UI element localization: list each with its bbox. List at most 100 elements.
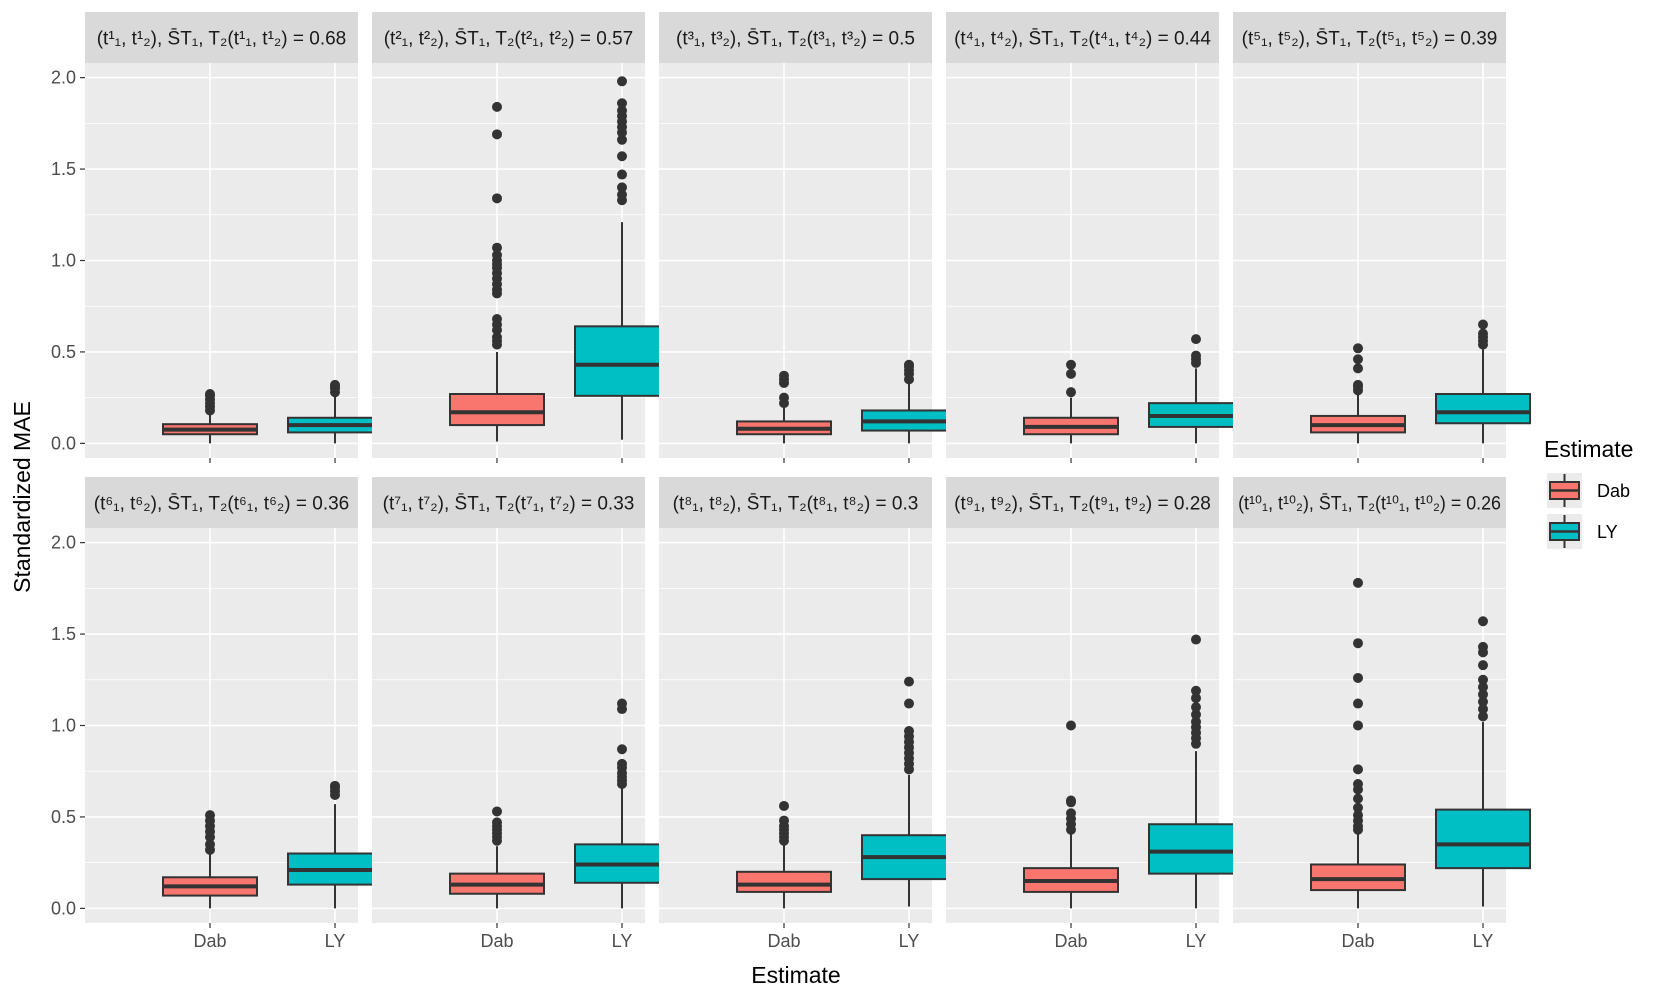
box-ly-panel-3: [861, 359, 957, 444]
legend-item-ly: LY: [1547, 514, 1618, 549]
outlier-point: [492, 806, 502, 817]
x-tick-label-ly: LY: [1186, 931, 1207, 951]
outlier-point: [1353, 354, 1363, 365]
box-iqr: [449, 392, 545, 427]
facet-strip-5: [1233, 12, 1506, 63]
outlier-point: [1353, 698, 1363, 709]
outlier-point: [1353, 779, 1363, 790]
outlier-point: [1353, 638, 1363, 649]
facet-strip-10: [1233, 477, 1506, 528]
outlier-point: [1353, 764, 1363, 775]
facet-pair-7: (t⁷₁, t⁷₂),: [383, 494, 455, 515]
legend-title: Estimate: [1544, 436, 1633, 462]
box-ly-panel-8: [861, 676, 957, 907]
outlier-point: [779, 370, 789, 381]
y-tick-label: 1.5: [51, 159, 76, 179]
outlier-point: [1191, 709, 1201, 720]
outlier-point: [205, 839, 215, 850]
facet-strip-label-3: (t³₁, t³₂), S̄T₁, T₂(t³₁, t³₂) = 0.5: [676, 29, 915, 50]
facet-strip-2: [372, 12, 645, 63]
box-iqr: [574, 325, 670, 397]
facet-strip-label-7: (t⁷₁, t⁷₂), S̄T₁, T₂(t⁷₁, t⁷₂) = 0.33: [383, 494, 635, 515]
facet-stat-7: S̄T₁, T₂(t⁷₁, t⁷₂) = 0.33: [455, 494, 635, 515]
facet-strip-label-5: (t⁵₁, t⁵₂), S̄T₁, T₂(t⁵₁, t⁵₂) = 0.39: [1242, 29, 1498, 50]
outlier-point: [492, 242, 502, 253]
x-tick-label-dab: Dab: [1054, 931, 1087, 951]
outlier-point: [1478, 328, 1488, 339]
outlier-point: [617, 151, 627, 162]
facet-panels: (t¹₁, t¹₂), S̄T₁, T₂(t¹₁, t¹₂) = 0.68 (t²…: [85, 12, 1531, 923]
box-iqr: [736, 870, 832, 893]
x-tick-label-dab: Dab: [1341, 931, 1374, 951]
outlier-point: [1478, 689, 1488, 700]
outlier-point: [1478, 674, 1488, 685]
y-tick-label: 2.0: [51, 533, 76, 553]
outlier-point: [492, 250, 502, 261]
facet-pair-2: (t²₁, t²₂),: [384, 29, 455, 50]
outlier-point: [1353, 802, 1363, 813]
outlier-point: [617, 182, 627, 193]
outlier-point: [779, 392, 789, 403]
outlier-point: [1353, 577, 1363, 588]
box-dab-panel-10: [1310, 577, 1406, 909]
facet-stat-2: S̄T₁, T₂(t²₁, t²₂) = 0.57: [455, 29, 634, 50]
x-axis-title: Estimate: [751, 962, 840, 988]
facet-strip-4: [946, 12, 1219, 63]
outlier-point: [1191, 634, 1201, 645]
outlier-point: [1353, 363, 1363, 374]
facet-stat-10: S̄T₁, T₂(t¹⁰₁, t¹⁰₂) = 0.26: [1319, 492, 1501, 514]
outlier-point: [617, 189, 627, 200]
facet-pair-9: (t⁹₁, t⁹₂),: [954, 494, 1028, 515]
facet-strip-8: [659, 477, 932, 528]
facet-panel-8: (t⁸₁, t⁸₂), S̄T₁, T₂(t⁸₁, t⁸₂) = 0.3: [659, 477, 957, 923]
box-ly-panel-1: [287, 379, 383, 444]
outlier-point: [904, 725, 914, 736]
outlier-point: [1353, 720, 1363, 731]
outlier-point: [1066, 359, 1076, 370]
outlier-point: [617, 105, 627, 116]
outlier-point: [617, 744, 627, 755]
outlier-point: [617, 758, 627, 769]
y-tick-label: 1.0: [51, 716, 76, 736]
outlier-point: [1478, 696, 1488, 707]
y-tick-label: 1.5: [51, 624, 76, 644]
facet-panel-7: (t⁷₁, t⁷₂), S̄T₁, T₂(t⁷₁, t⁷₂) = 0.33: [372, 477, 670, 923]
facet-strip-label-2: (t²₁, t²₂), S̄T₁, T₂(t²₁, t²₂) = 0.57: [384, 29, 634, 50]
outlier-point: [1478, 319, 1488, 330]
facet-panel-5: (t⁵₁, t⁵₂), S̄T₁, T₂(t⁵₁, t⁵₂) = 0.39: [1233, 12, 1531, 458]
facet-strip-1: [85, 12, 358, 63]
facet-strip-7: [372, 477, 645, 528]
outlier-point: [617, 98, 627, 109]
outlier-point: [617, 169, 627, 180]
box-dab-panel-6: [162, 810, 258, 909]
facet-panel-10: (t¹⁰₁, t¹⁰₂), S̄T₁, T₂(t¹⁰₁, t¹⁰₂) = 0.2…: [1233, 477, 1531, 923]
outlier-point: [1191, 334, 1201, 345]
legend-item-dab: Dab: [1547, 473, 1630, 508]
outlier-point: [492, 332, 502, 343]
outlier-point: [617, 698, 627, 709]
facet-stat-5: S̄T₁, T₂(t⁵₁, t⁵₂) = 0.39: [1316, 29, 1498, 50]
box-ly-panel-2: [574, 76, 670, 440]
x-tick-label-ly: LY: [612, 931, 633, 951]
outlier-point: [1478, 616, 1488, 627]
legend-label-dab: Dab: [1597, 481, 1630, 501]
outlier-point: [1066, 795, 1076, 806]
box-iqr: [1435, 392, 1531, 425]
facet-stat-3: S̄T₁, T₂(t³₁, t³₂) = 0.5: [747, 29, 915, 50]
facet-pair-6: (t⁶₁, t⁶₂),: [94, 494, 168, 515]
x-tick-label-dab: Dab: [193, 931, 226, 951]
outlier-point: [617, 76, 627, 87]
facet-panel-6: (t⁶₁, t⁶₂), S̄T₁, T₂(t⁶₁, t⁶₂) = 0.36: [85, 477, 383, 923]
facet-pair-10: (t¹⁰₁, t¹⁰₂),: [1238, 492, 1319, 514]
facet-panel-9: (t⁹₁, t⁹₂), S̄T₁, T₂(t⁹₁, t⁹₂) = 0.28: [946, 477, 1244, 923]
x-tick-label-dab: Dab: [767, 931, 800, 951]
box-ly-panel-5: [1435, 319, 1531, 444]
outlier-point: [492, 101, 502, 112]
y-tick-label: 0.0: [51, 433, 76, 453]
box-dab-panel-9: [1023, 720, 1119, 909]
outlier-point: [1191, 693, 1201, 704]
y-tick-label: 0.0: [51, 898, 76, 918]
outlier-point: [1478, 704, 1488, 715]
facet-stat-6: S̄T₁, T₂(t⁶₁, t⁶₂) = 0.36: [168, 494, 350, 515]
